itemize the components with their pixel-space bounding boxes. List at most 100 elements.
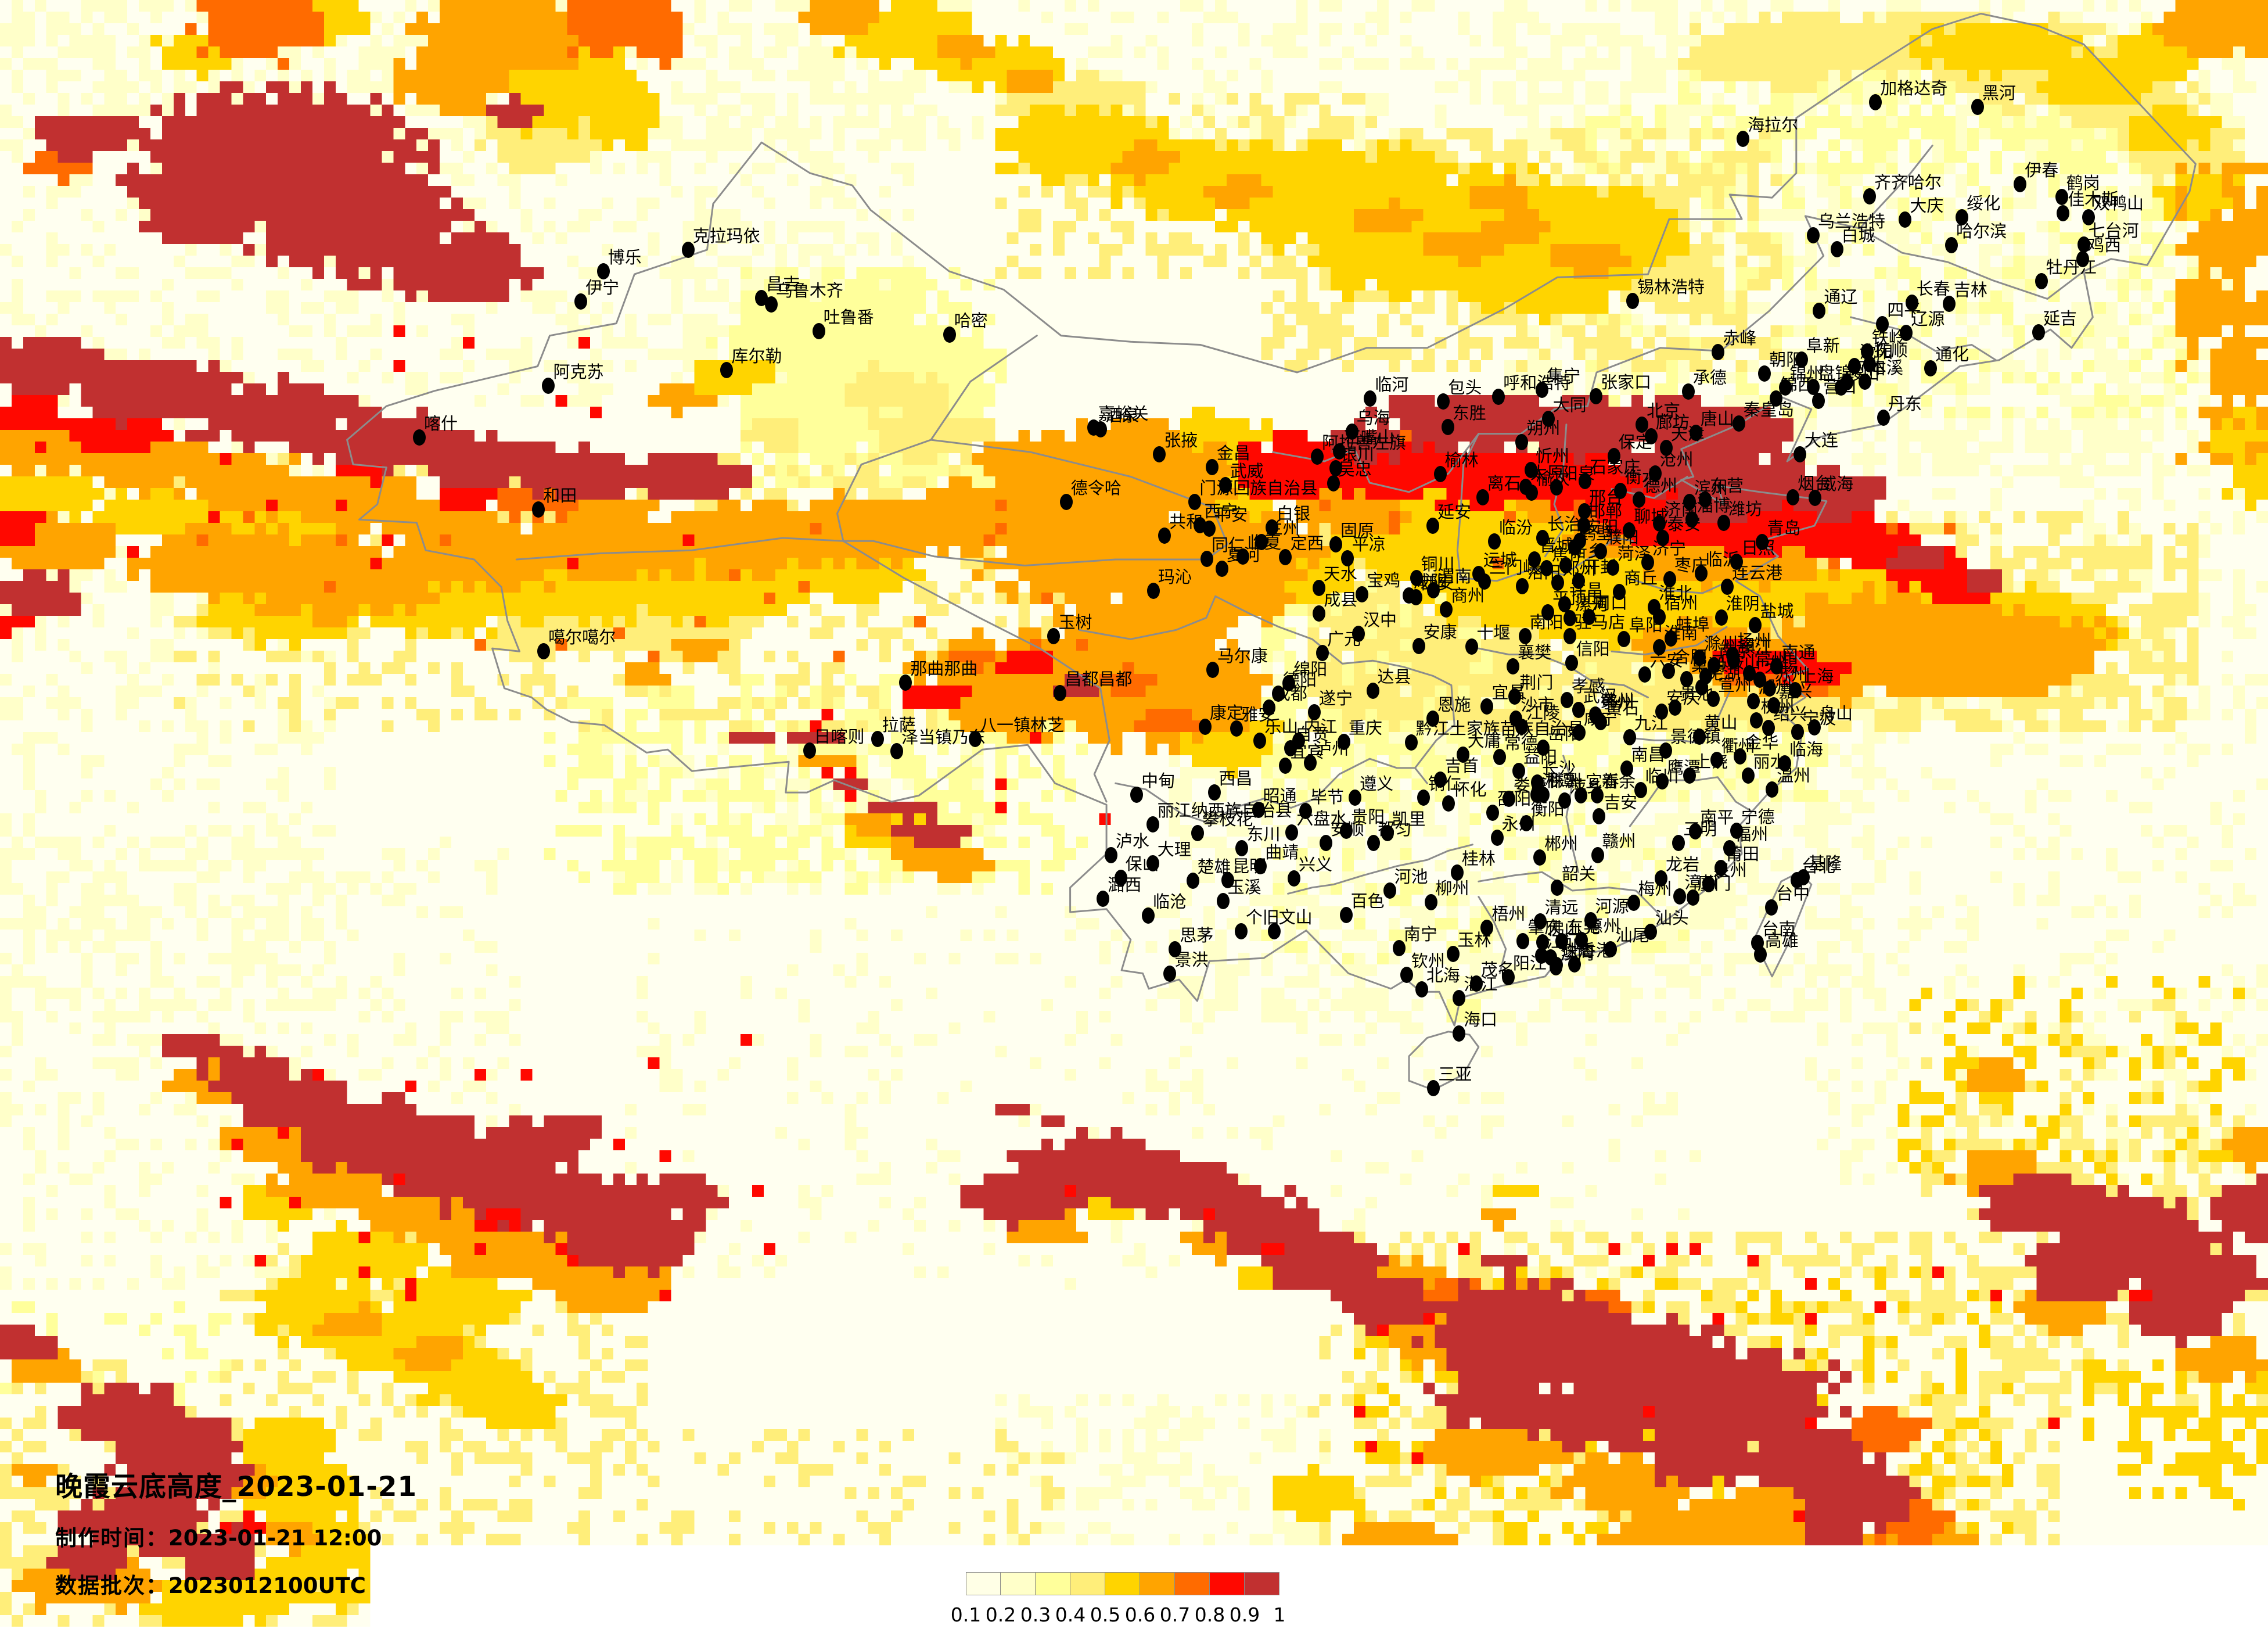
city-label: 辽阳 <box>1852 358 1886 379</box>
city-dot <box>1659 440 1673 457</box>
city-label: 安顺 <box>1330 819 1364 839</box>
city-dot <box>1644 428 1658 444</box>
city-label: 滨州 <box>1694 478 1728 498</box>
city-label: 伊春 <box>2025 160 2059 181</box>
city-dot <box>1749 712 1763 729</box>
city-dot <box>764 296 778 313</box>
city-dot <box>1945 236 1958 253</box>
city-dot <box>1515 433 1529 450</box>
city-label: 商州 <box>1451 586 1485 606</box>
city-label: 延吉 <box>2043 308 2077 328</box>
city-dot <box>1594 543 1607 560</box>
city-label: 北京 <box>1647 400 1681 421</box>
city-dot <box>1623 729 1636 745</box>
city-dot <box>1636 416 1649 433</box>
legend-swatch <box>1210 1572 1245 1595</box>
city-dot <box>1332 443 1346 460</box>
province-border <box>1629 776 1752 827</box>
city-dot <box>1778 755 1791 772</box>
city-label: 南昌 <box>1631 744 1665 765</box>
city-label: 南平 <box>1700 807 1734 827</box>
city-dot <box>1412 637 1425 654</box>
city-label: 临河 <box>1375 374 1409 394</box>
city-label: 鹤岗 <box>2066 173 2100 193</box>
city-dot <box>1685 511 1699 528</box>
city-dot <box>1216 893 1230 910</box>
city-dot <box>1234 923 1248 940</box>
city-label: 吐鲁番 <box>823 307 874 327</box>
city-label: 青岛 <box>1767 518 1801 538</box>
city-dot <box>1206 661 1219 678</box>
legend-tick-labels: 0.1 0.2 0.3 0.4 0.5 0.6 0.7 0.8 0.9 1 <box>951 1603 1286 1629</box>
city-dot <box>1381 824 1394 841</box>
city-label: 湖州 <box>1758 677 1792 698</box>
city-dot <box>1662 663 1675 680</box>
city-label: 成县 <box>1324 590 1358 610</box>
legend-tick-label: 0.7 <box>1159 1603 1191 1626</box>
city-dot <box>1789 682 1802 699</box>
legend-tick-label: 0.6 <box>1124 1603 1156 1626</box>
city-dot <box>1094 421 1108 437</box>
city-label: 商丘 <box>1624 568 1658 588</box>
city-dot <box>1480 920 1494 937</box>
city-dot <box>1715 859 1728 876</box>
city-dot <box>1169 941 1182 958</box>
city-label: 绥化 <box>1967 193 2001 214</box>
city-label: 日喀则 <box>814 726 865 747</box>
legend-tick-label: 1 <box>1273 1603 1286 1626</box>
city-label: 温州 <box>1777 765 1811 785</box>
city-label: 金昌 <box>1216 443 1250 463</box>
city-dot <box>1327 475 1340 491</box>
made-time-line: 制作时间：2023-01-21 12:00 <box>55 1520 417 1552</box>
city-dot <box>1299 802 1312 819</box>
city-dot <box>1364 390 1377 407</box>
city-dot <box>1730 554 1744 570</box>
city-label: 吉安 <box>1604 792 1638 813</box>
city-label: 苏州 <box>1774 664 1808 684</box>
city-dot <box>1493 749 1506 766</box>
city-dot <box>1683 767 1696 784</box>
city-label: 临汾 <box>1498 518 1533 538</box>
city-label: 佳木斯 <box>2068 189 2119 209</box>
city-dot <box>1433 772 1447 788</box>
province-border <box>1859 227 2085 300</box>
city-dot <box>1415 981 1428 998</box>
city-dot <box>1201 550 1214 567</box>
city-dot <box>1734 748 1747 765</box>
city-label: 德令哈 <box>1070 478 1122 498</box>
province-border <box>1611 626 1728 656</box>
city-dot <box>1683 493 1696 510</box>
city-dot <box>1572 701 1585 718</box>
city-label: 嘉峪关 <box>1098 404 1149 424</box>
city-dot <box>1644 924 1657 941</box>
city-label: 玛沁 <box>1158 566 1192 587</box>
province-border <box>1078 595 1455 784</box>
city-label: 上饶 <box>1694 752 1728 772</box>
city-dot <box>1863 356 1876 373</box>
city-dot <box>720 361 734 378</box>
city-dot <box>1329 536 1342 552</box>
city-dot <box>1638 666 1652 683</box>
city-dot <box>1905 294 1918 311</box>
city-dot <box>1769 390 1782 407</box>
city-dot <box>1410 569 1423 586</box>
city-dot <box>1536 530 1550 547</box>
city-dot <box>1656 530 1669 547</box>
city-label: 襄樊 <box>1518 643 1552 663</box>
city-label: 景洪 <box>1174 949 1209 970</box>
city-label: 南通 <box>1781 643 1816 663</box>
city-label: 孝感 <box>1571 676 1605 696</box>
city-dot <box>1582 609 1595 626</box>
city-label: 九江 <box>1634 713 1668 733</box>
city-dot <box>1656 773 1669 790</box>
city-label: 四平 <box>1887 300 1921 321</box>
city-dot <box>574 293 588 310</box>
city-dot <box>1540 559 1554 576</box>
legend-swatch <box>1175 1572 1210 1595</box>
city-dot <box>1146 582 1160 599</box>
city-dot <box>1440 601 1453 618</box>
city-label: 玉树 <box>1058 612 1092 632</box>
city-dot <box>1766 781 1779 798</box>
city-label: 中甸 <box>1141 770 1176 791</box>
city-label: 佛山 <box>1547 918 1582 938</box>
